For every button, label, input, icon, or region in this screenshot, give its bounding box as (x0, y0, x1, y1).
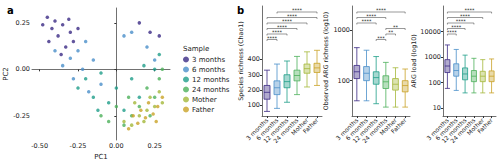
svg-text:Mother: Mother (289, 116, 310, 137)
svg-text:12 months: 12 months (261, 116, 290, 145)
svg-text:**: ** (388, 29, 394, 35)
svg-text:Mother: Mother (465, 116, 486, 137)
svg-text:****: **** (456, 18, 467, 24)
svg-text:1000: 1000 (333, 26, 350, 34)
svg-text:***: *** (377, 35, 385, 41)
svg-text:****: **** (272, 29, 283, 35)
svg-text:****: **** (277, 24, 288, 30)
svg-text:Sample: Sample (183, 45, 209, 53)
svg-text:Father: Father (476, 116, 495, 135)
svg-text:0.00: 0.00 (109, 142, 123, 150)
svg-text:6 months: 6 months (433, 116, 459, 142)
svg-text:100: 100 (338, 77, 350, 85)
svg-text:Father: Father (301, 116, 320, 135)
svg-text:a: a (7, 5, 14, 16)
svg-text:****: **** (282, 18, 293, 24)
svg-text:6 months: 6 months (344, 116, 369, 142)
svg-text:****: **** (465, 7, 476, 13)
svg-text:Father: Father (192, 106, 214, 114)
svg-text:Species richness (Chao1): Species richness (Chao1) (237, 21, 245, 100)
svg-text:0.25: 0.25 (16, 19, 30, 27)
svg-text:100: 100 (248, 101, 260, 109)
svg-text:****: **** (376, 7, 387, 13)
svg-text:1000: 1000 (424, 53, 441, 61)
svg-text:PC1: PC1 (94, 153, 108, 161)
svg-text:12 months: 12 months (192, 76, 230, 84)
svg-text:-0.25: -0.25 (70, 142, 87, 150)
svg-text:6 months: 6 months (254, 116, 280, 142)
svg-text:24 months: 24 months (448, 116, 477, 145)
svg-text:****: **** (366, 13, 377, 19)
svg-text:0.00: 0.00 (16, 65, 30, 73)
svg-text:12 months: 12 months (439, 116, 468, 145)
svg-text:****: **** (451, 24, 462, 30)
svg-text:6 months: 6 months (192, 66, 225, 74)
svg-text:10: 10 (433, 104, 441, 112)
svg-text:****: **** (287, 13, 298, 19)
svg-text:200: 200 (248, 86, 260, 94)
svg-text:400: 400 (248, 55, 260, 63)
svg-text:****: **** (292, 7, 303, 13)
svg-text:10000: 10000 (420, 28, 441, 36)
svg-text:24 months: 24 months (192, 86, 230, 94)
svg-text:3 months: 3 months (192, 56, 225, 64)
svg-text:Observed ARG richness (log10): Observed ARG richness (log10) (322, 12, 330, 111)
svg-text:ARG load (log10): ARG load (log10) (410, 34, 418, 88)
svg-text:12 months: 12 months (351, 116, 379, 145)
svg-text:300: 300 (248, 71, 260, 79)
svg-text:****: **** (460, 13, 471, 19)
svg-text:-0.50: -0.50 (31, 142, 48, 150)
svg-text:PC2: PC2 (2, 67, 10, 81)
svg-text:****: **** (447, 29, 458, 35)
svg-text:Mother: Mother (378, 116, 398, 137)
svg-text:24 months: 24 months (360, 116, 389, 145)
svg-text:3 months: 3 months (244, 116, 270, 142)
svg-text:Mother: Mother (192, 96, 217, 104)
svg-text:**: ** (393, 24, 399, 30)
svg-text:3 months: 3 months (425, 116, 450, 142)
svg-text:****: **** (362, 18, 373, 24)
svg-text:100: 100 (429, 79, 441, 87)
svg-text:24 months: 24 months (271, 116, 300, 145)
svg-text:****: **** (267, 35, 278, 41)
svg-text:-0.25: -0.25 (13, 112, 30, 120)
svg-text:0.25: 0.25 (147, 142, 161, 150)
svg-text:3 months: 3 months (334, 116, 360, 142)
svg-text:b: b (237, 5, 244, 16)
svg-text:Father: Father (389, 116, 408, 135)
